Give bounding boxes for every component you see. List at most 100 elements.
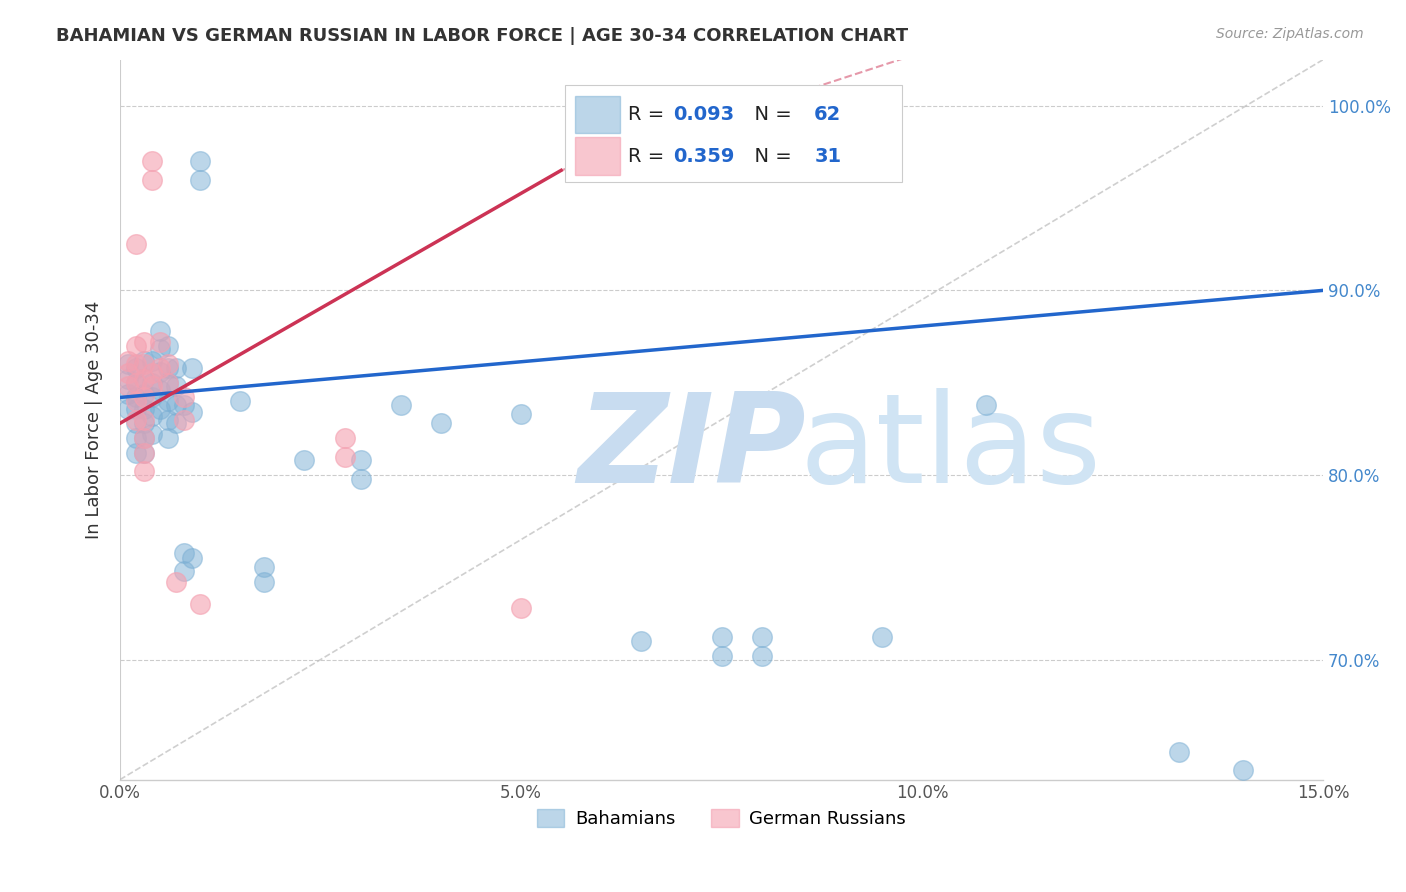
Point (157, 360, 180, 375)
Text: 0.093: 0.093 (673, 105, 734, 124)
Point (510, 407, 533, 421)
Point (157, 339, 180, 353)
Point (141, 379, 163, 393)
Point (117, 386, 139, 401)
Point (132, 431, 155, 445)
Point (149, 401, 172, 416)
Text: Source: ZipAtlas.com: Source: ZipAtlas.com (1216, 27, 1364, 41)
Text: R =: R = (627, 146, 671, 166)
Point (141, 376, 163, 390)
Text: 0.359: 0.359 (673, 146, 735, 166)
Point (157, 412, 180, 426)
Point (132, 372, 155, 386)
Point (1167, 745, 1189, 759)
Point (141, 172, 163, 186)
FancyBboxPatch shape (575, 137, 620, 175)
Point (125, 376, 148, 390)
Point (510, 601, 533, 615)
Point (173, 545, 195, 559)
Point (125, 360, 148, 375)
Point (253, 560, 276, 574)
Point (181, 405, 204, 419)
Point (165, 360, 187, 375)
Point (751, 631, 773, 645)
Point (132, 464, 155, 478)
Point (132, 391, 155, 405)
Point (349, 472, 371, 486)
Point (173, 391, 195, 405)
Point (117, 379, 139, 393)
Point (294, 453, 316, 467)
Point (630, 634, 652, 648)
Point (253, 575, 276, 590)
Point (125, 401, 148, 416)
Point (125, 391, 148, 405)
Point (229, 394, 252, 409)
Point (149, 360, 172, 375)
Point (125, 376, 148, 390)
Point (117, 357, 139, 371)
Point (157, 394, 180, 409)
Point (165, 575, 187, 590)
Point (188, 154, 211, 169)
Point (173, 412, 195, 426)
Point (132, 353, 155, 368)
Point (125, 394, 148, 409)
Point (165, 379, 187, 393)
Point (141, 353, 163, 368)
Text: R =: R = (627, 105, 671, 124)
Point (1232, 764, 1254, 778)
Text: 62: 62 (814, 105, 841, 124)
Point (149, 383, 172, 397)
Point (125, 446, 148, 460)
Point (870, 631, 893, 645)
Point (132, 412, 155, 426)
Point (132, 401, 155, 416)
FancyBboxPatch shape (575, 95, 620, 133)
Text: atlas: atlas (800, 388, 1102, 509)
Point (117, 367, 139, 381)
Point (181, 360, 204, 375)
Point (157, 376, 180, 390)
Point (117, 353, 139, 368)
Text: ZIP: ZIP (578, 388, 806, 509)
Point (173, 398, 195, 412)
Point (132, 417, 155, 431)
Point (132, 431, 155, 445)
Point (125, 412, 148, 426)
Point (149, 324, 172, 338)
Point (132, 334, 155, 349)
Point (141, 367, 163, 381)
Point (165, 417, 187, 431)
Text: N =: N = (742, 105, 799, 124)
Point (751, 648, 773, 663)
Point (125, 237, 148, 252)
Text: 31: 31 (814, 146, 841, 166)
Point (149, 365, 172, 379)
Point (710, 648, 733, 663)
Point (132, 357, 155, 371)
Point (141, 427, 163, 442)
Point (181, 551, 204, 566)
Point (157, 431, 180, 445)
Legend: Bahamians, German Russians: Bahamians, German Russians (530, 802, 914, 836)
Point (188, 172, 211, 186)
Point (165, 398, 187, 412)
Point (141, 391, 163, 405)
Point (117, 401, 139, 416)
Point (132, 372, 155, 386)
Point (132, 446, 155, 460)
Point (125, 339, 148, 353)
Point (173, 564, 195, 578)
Point (389, 398, 412, 412)
Point (117, 372, 139, 386)
Point (125, 357, 148, 371)
Point (349, 453, 371, 467)
Point (333, 450, 356, 464)
Point (149, 334, 172, 349)
Point (149, 343, 172, 357)
Point (132, 386, 155, 401)
Text: BAHAMIAN VS GERMAN RUSSIAN IN LABOR FORCE | AGE 30-34 CORRELATION CHART: BAHAMIAN VS GERMAN RUSSIAN IN LABOR FORC… (56, 27, 908, 45)
Point (430, 417, 453, 431)
Point (333, 431, 356, 445)
